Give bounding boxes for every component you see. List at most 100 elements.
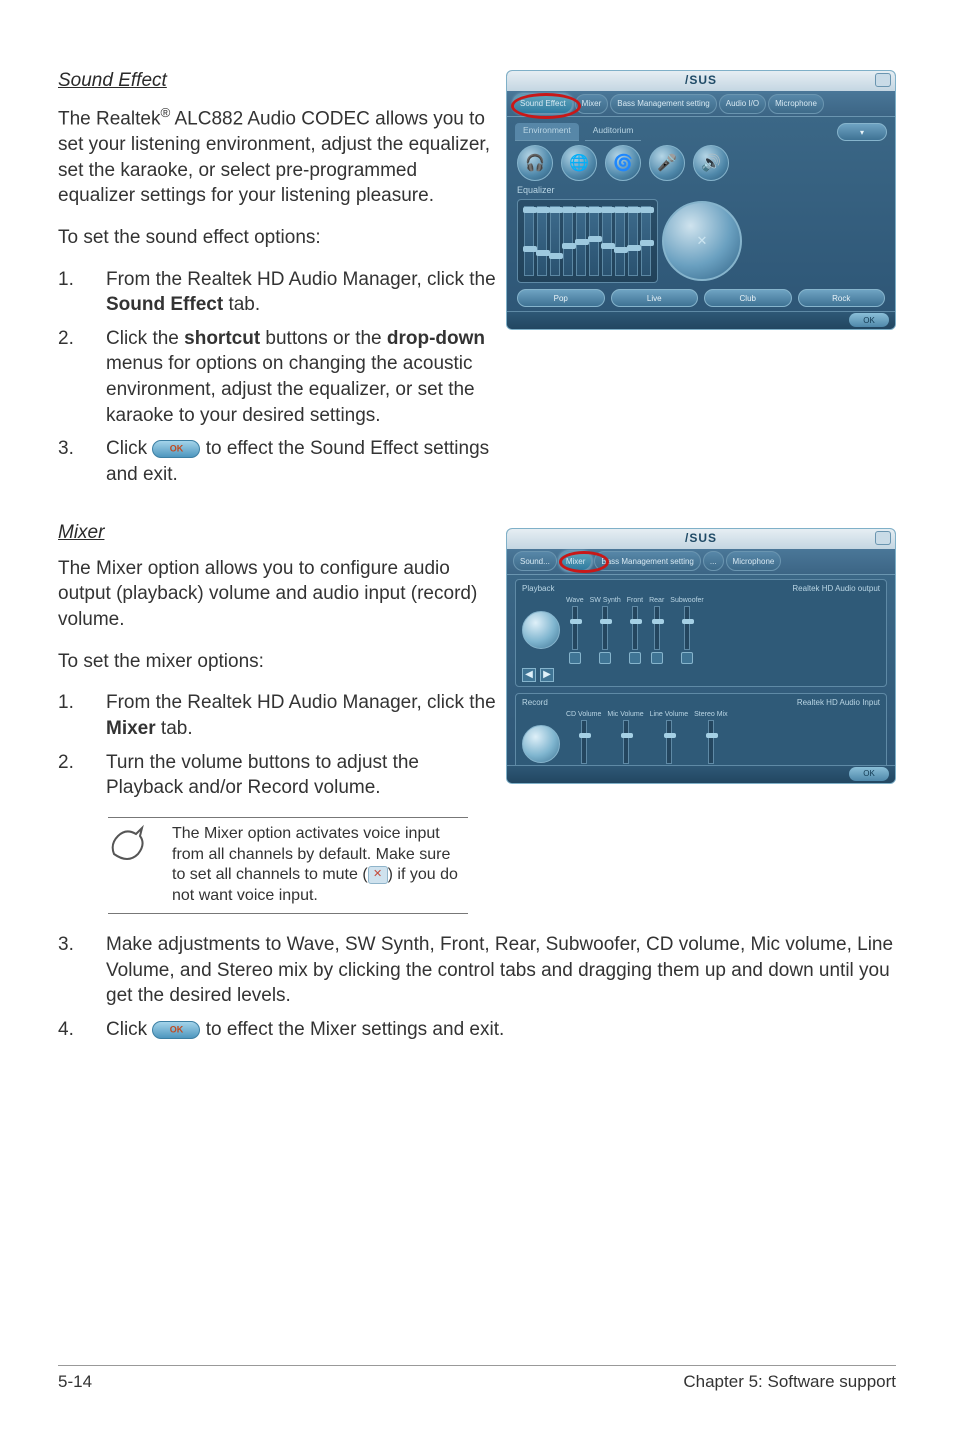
red-highlight-sound	[511, 93, 581, 119]
mixer-step-4: Click to effect the Mixer settings and e…	[58, 1017, 896, 1043]
close-icon[interactable]	[875, 531, 891, 545]
mixer-step-1: From the Realtek HD Audio Manager, click…	[58, 690, 496, 741]
tab-microphone[interactable]: Microphone	[726, 551, 782, 571]
mixer-body: Playback Realtek HD Audio output Wave SW…	[507, 575, 895, 784]
sound-step-1: From the Realtek HD Audio Manager, click…	[58, 267, 496, 318]
record-device: Realtek HD Audio Input	[797, 698, 880, 707]
preset-live[interactable]: Live	[611, 289, 699, 307]
env-icons: 🎧 🌐 🌀 🎤 🔊	[517, 145, 885, 181]
mixer-intro: The Mixer option allows you to configure…	[58, 556, 496, 633]
env-icon-5[interactable]: 🔊	[693, 145, 729, 181]
m4-pre: Click	[106, 1019, 152, 1040]
eq-bar[interactable]	[615, 206, 625, 276]
m1-post: tab.	[156, 718, 193, 739]
equalizer-label: Equalizer	[517, 185, 885, 195]
tab-bass[interactable]: Bass Management setting	[610, 94, 717, 114]
panel-titlebar: /SUS	[507, 71, 895, 91]
playback-volume-knob[interactable]	[522, 611, 560, 649]
s2-post: menus for options on changing the acoust…	[106, 353, 475, 425]
mixer-panel: /SUS Sound... Mixer Bass Management sett…	[506, 528, 896, 784]
mute-icon	[368, 866, 388, 884]
s1-post: tab.	[223, 294, 260, 315]
env-icon-4[interactable]: 🎤	[649, 145, 685, 181]
preset-club[interactable]: Club	[704, 289, 792, 307]
pb-next[interactable]: ▶	[540, 668, 554, 682]
eq-bar[interactable]	[628, 206, 638, 276]
mixer-step-2: Turn the volume buttons to adjust the Pl…	[58, 750, 496, 801]
m1-bold: Mixer	[106, 718, 156, 739]
record-volume-knob[interactable]	[522, 725, 560, 763]
sound-effect-intro: The Realtek® ALC882 Audio CODEC allows y…	[58, 104, 496, 209]
asus-logo: /SUS	[685, 531, 717, 545]
preset-buttons: Pop Live Club Rock	[517, 289, 885, 307]
asus-logo: /SUS	[685, 73, 717, 87]
tab-microphone[interactable]: Microphone	[768, 94, 824, 114]
mixer-heading: Mixer	[58, 522, 496, 544]
m4-post: to effect the Mixer settings and exit.	[200, 1019, 504, 1040]
dropdown-env[interactable]: ▾	[837, 123, 887, 141]
sound-effect-steps: From the Realtek HD Audio Manager, click…	[58, 267, 496, 488]
sub-environment[interactable]: Environment	[515, 123, 579, 141]
tab-audio-io[interactable]: Audio I/O	[719, 94, 766, 114]
close-icon[interactable]	[875, 73, 891, 87]
panel-ok-button[interactable]: OK	[849, 313, 889, 327]
panel-titlebar: /SUS	[507, 529, 895, 549]
sub-auditorium[interactable]: Auditorium	[585, 123, 642, 141]
mixer-note: The Mixer option activates voice input f…	[108, 817, 468, 914]
playback-label: Playback	[522, 584, 554, 593]
slider-rear[interactable]: Rear	[649, 597, 664, 664]
env-icon-2[interactable]: 🌐	[561, 145, 597, 181]
karaoke-knob[interactable]: ✕	[662, 201, 742, 281]
page-number: 5-14	[58, 1372, 92, 1392]
env-icon-1[interactable]: 🎧	[517, 145, 553, 181]
tab-bass[interactable]: Bass Management setting	[594, 551, 701, 571]
eq-bar[interactable]	[563, 206, 573, 276]
eq-bar[interactable]	[641, 206, 651, 276]
eq-bar[interactable]	[537, 206, 547, 276]
eq-bar[interactable]	[576, 206, 586, 276]
mixer-step-3: Make adjustments to Wave, SW Synth, Fron…	[58, 932, 896, 1009]
env-icon-3[interactable]: 🌀	[605, 145, 641, 181]
tab-sound-effect[interactable]: Sound...	[513, 551, 557, 571]
eq-bar[interactable]	[524, 206, 534, 276]
s2-mid: buttons or the	[260, 328, 387, 349]
slider-front[interactable]: Front	[627, 597, 643, 664]
eq-bar[interactable]	[550, 206, 560, 276]
tab-audio-io[interactable]: ...	[703, 551, 724, 571]
sound-step-2: Click the shortcut buttons or the drop-d…	[58, 326, 496, 429]
s1-pre: From the Realtek HD Audio Manager, click…	[106, 269, 496, 290]
panel-ok-button[interactable]: OK	[849, 767, 889, 781]
sub-tabs: Environment Auditorium ▾	[515, 123, 887, 141]
m2-text: Turn the volume buttons to adjust the Pl…	[106, 750, 496, 801]
note-text: The Mixer option activates voice input f…	[172, 824, 468, 907]
preset-rock[interactable]: Rock	[798, 289, 886, 307]
slider-wave[interactable]: Wave	[566, 597, 584, 664]
intro-pre: The Realtek	[58, 108, 160, 129]
mixer-lead: To set the mixer options:	[58, 649, 496, 675]
reg-mark: ®	[160, 105, 170, 120]
slider-swsynth[interactable]: SW Synth	[590, 597, 621, 664]
preset-pop[interactable]: Pop	[517, 289, 605, 307]
m1-pre: From the Realtek HD Audio Manager, click…	[106, 692, 496, 713]
record-label: Record	[522, 698, 548, 707]
panel-footer: OK	[507, 311, 895, 329]
eq-bar[interactable]	[602, 206, 612, 276]
equalizer-row: ✕	[517, 199, 885, 283]
chapter-label: Chapter 5: Software support	[683, 1372, 896, 1392]
eq-bars[interactable]	[517, 199, 658, 283]
ok-button-inline[interactable]	[152, 440, 200, 458]
m3-text: Make adjustments to Wave, SW Synth, Fron…	[106, 932, 896, 1009]
slider-sub[interactable]: Subwoofer	[670, 597, 703, 664]
s2-b2: drop-down	[387, 328, 485, 349]
pb-prev[interactable]: ◀	[522, 668, 536, 682]
sound-effect-heading: Sound Effect	[58, 70, 496, 92]
ok-button-inline[interactable]	[152, 1021, 200, 1039]
s2-b1: shortcut	[184, 328, 260, 349]
red-highlight-mixer	[559, 551, 609, 573]
sound-step-3: Click to effect the Sound Effect setting…	[58, 436, 496, 487]
s3-pre: Click	[106, 438, 152, 459]
sound-effect-lead: To set the sound effect options:	[58, 225, 496, 251]
note-icon	[108, 824, 148, 864]
eq-bar[interactable]	[589, 206, 599, 276]
s1-bold: Sound Effect	[106, 294, 223, 315]
